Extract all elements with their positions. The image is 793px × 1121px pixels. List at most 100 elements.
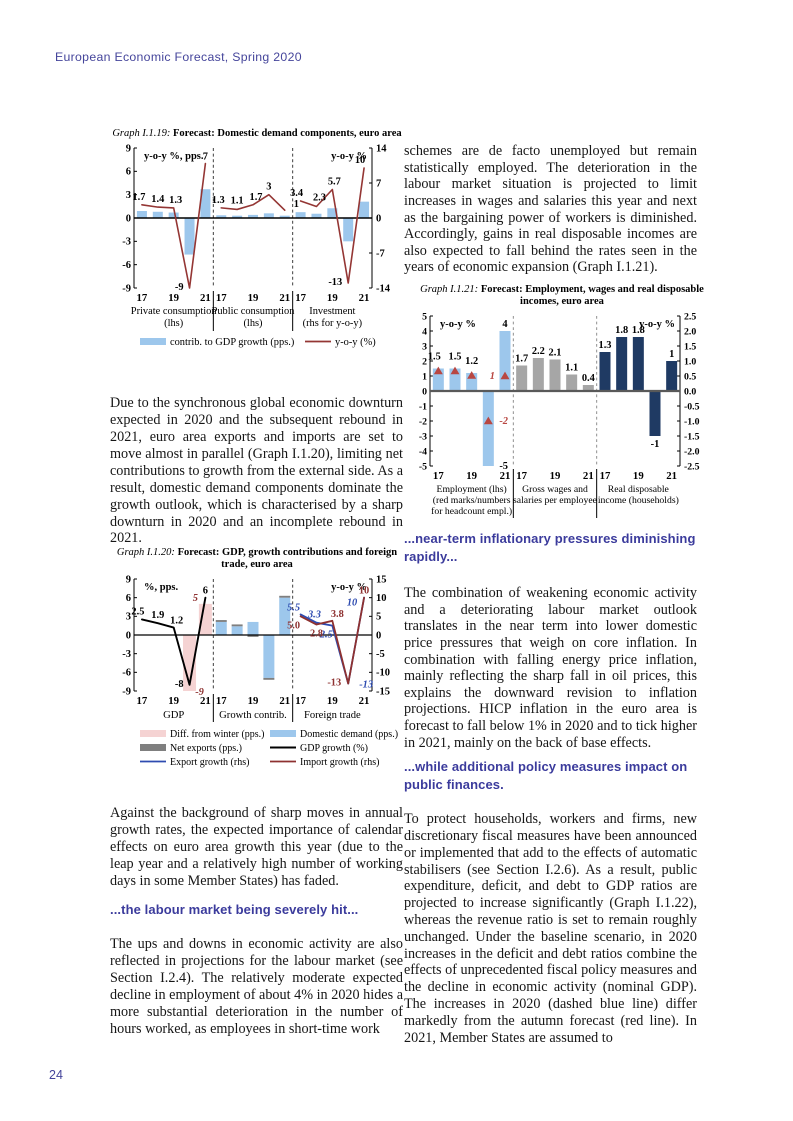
graph-1-1-20-plot: 9 6 3 0 -3 -6 -9 15 10 5 0 -5 -10 -15 %, pps. y-o-y % 2.… [122, 575, 398, 769]
svg-text:-3: -3 [419, 432, 427, 443]
svg-text:19: 19 [633, 470, 644, 482]
g21-bars-1: 1.7 2.2 2.11.1 0.4 [515, 346, 595, 392]
svg-text:y-o-y %: y-o-y % [331, 151, 367, 162]
svg-text:y-o-y (%): y-o-y (%) [335, 337, 376, 348]
graph-1-1-19: Graph I.1.19: Forecast: Domestic demand … [112, 128, 402, 353]
svg-text:9: 9 [126, 575, 131, 586]
svg-text:(red marks/numbers: (red marks/numbers [433, 495, 511, 506]
svg-text:0: 0 [376, 214, 381, 225]
svg-text:5.7: 5.7 [328, 177, 341, 188]
svg-text:for headcount empl.): for headcount empl.) [431, 506, 512, 517]
svg-text:0.4: 0.4 [582, 373, 595, 384]
svg-text:1.3: 1.3 [599, 340, 612, 351]
svg-text:-6: -6 [122, 260, 131, 271]
svg-text:Public consumption: Public consumption [212, 306, 296, 317]
svg-text:1: 1 [490, 371, 495, 382]
svg-text:21: 21 [500, 470, 511, 482]
svg-text:3.8: 3.8 [331, 609, 344, 620]
svg-text:-1.0: -1.0 [684, 417, 700, 428]
svg-text:2.2: 2.2 [532, 346, 545, 357]
svg-text:17: 17 [600, 470, 611, 482]
svg-text:19: 19 [168, 695, 179, 707]
svg-text:21: 21 [583, 470, 594, 482]
graph-1-1-21-caption-prefix: Graph I.1.21: [420, 284, 479, 295]
graph-1-1-19-caption-prefix: Graph I.1.19: [112, 128, 171, 139]
paragraph-fiscal-measures: To protect households, workers and firms… [404, 811, 697, 1046]
paragraph-inflation: The combination of weakening economic ac… [404, 585, 697, 751]
svg-text:10: 10 [355, 155, 365, 166]
g19-bars-2 [295, 201, 370, 242]
svg-text:0.0: 0.0 [684, 387, 696, 398]
svg-text:1.5: 1.5 [449, 352, 462, 363]
svg-text:21: 21 [359, 292, 370, 304]
svg-text:-15: -15 [376, 687, 390, 698]
svg-text:2.5: 2.5 [131, 607, 144, 618]
svg-text:-2: -2 [419, 417, 427, 428]
graph-1-1-20: Graph I.1.20: Forecast: GDP, growth cont… [112, 547, 402, 772]
graph-1-1-21-plot: 543210-1-2-3-4-52.52.01.51.00.50.0-0.5-1… [419, 312, 700, 519]
g19-line-1 [220, 194, 286, 212]
svg-text:GDP growth (%): GDP growth (%) [300, 743, 368, 754]
svg-text:0: 0 [126, 214, 131, 225]
svg-text:-1.5: -1.5 [684, 432, 700, 443]
svg-text:17: 17 [295, 695, 306, 707]
svg-text:2.1: 2.1 [549, 348, 562, 359]
svg-text:-10: -10 [376, 668, 390, 679]
paragraph-calendar-effects: Against the background of sharp moves in… [110, 805, 403, 889]
svg-text:1.5: 1.5 [684, 342, 696, 353]
svg-text:-3: -3 [122, 237, 131, 248]
svg-text:-13: -13 [328, 277, 342, 288]
svg-text:Gross wages and: Gross wages and [522, 484, 588, 495]
heading-public-finances: ...while additional policy measures impa… [404, 759, 688, 792]
svg-text:1: 1 [422, 372, 427, 383]
svg-text:19: 19 [248, 695, 259, 707]
svg-text:17: 17 [137, 292, 148, 304]
page-number: 24 [49, 1068, 63, 1082]
svg-text:0: 0 [422, 387, 427, 398]
svg-text:2: 2 [422, 357, 427, 368]
svg-text:15: 15 [376, 575, 387, 586]
svg-text:2.5: 2.5 [684, 312, 696, 323]
graph-1-1-20-caption-prefix: Graph I.1.20: [116, 547, 175, 558]
svg-text:10: 10 [359, 586, 369, 597]
svg-text:6: 6 [126, 593, 131, 604]
g20-axes: 9 6 3 0 -3 -6 -9 15 10 5 0 -5 -10 -15 %, pps. y-o-y % [122, 575, 390, 698]
svg-text:21: 21 [279, 292, 290, 304]
svg-text:3.3: 3.3 [307, 610, 321, 621]
svg-text:(lhs): (lhs) [164, 318, 183, 329]
svg-text:19: 19 [550, 470, 561, 482]
g20-gdp: 2.5 1.9 1.2 -8 6 -9 5 [131, 586, 212, 698]
heading-labour-market: ...the labour market being severely hit.… [110, 902, 359, 917]
svg-text:Export growth (rhs): Export growth (rhs) [170, 757, 249, 768]
svg-text:10: 10 [347, 598, 358, 609]
g19-bars-0 [136, 189, 211, 255]
svg-text:1.2: 1.2 [170, 616, 183, 627]
g20-contrib [215, 596, 291, 681]
g19-line-0 [141, 162, 207, 290]
svg-text:Foreign trade: Foreign trade [304, 710, 361, 721]
svg-text:14: 14 [376, 144, 387, 155]
svg-text:-1: -1 [651, 439, 660, 450]
svg-text:-13: -13 [359, 680, 373, 691]
svg-text:6: 6 [126, 167, 131, 178]
svg-text:-0.5: -0.5 [684, 402, 700, 413]
svg-text:-9: -9 [175, 282, 184, 293]
svg-text:4: 4 [502, 319, 507, 330]
svg-text:-14: -14 [376, 284, 391, 295]
svg-text:6: 6 [203, 586, 208, 597]
svg-text:-9: -9 [195, 687, 204, 698]
svg-text:0: 0 [126, 631, 131, 642]
paragraph-labour-market: The ups and downs in economic activity a… [110, 936, 403, 1037]
g21-markers: -2 1 [433, 367, 510, 427]
svg-text:4: 4 [422, 327, 427, 338]
svg-text:-5: -5 [376, 649, 385, 660]
svg-text:17: 17 [216, 695, 227, 707]
svg-text:-13: -13 [327, 678, 341, 689]
g21-bars-2: 1.31.8 1.8-11 [599, 325, 678, 450]
svg-text:3: 3 [422, 342, 427, 353]
g20-footer: 17 19 21 GDP 17 19 21 Growth contrib. 17 19 21 Fore… [137, 694, 369, 723]
svg-text:5: 5 [193, 593, 198, 604]
g21-footer: 17 19 21 Employment (lhs)(red marks/numbers… [431, 469, 679, 519]
svg-text:19: 19 [327, 695, 338, 707]
